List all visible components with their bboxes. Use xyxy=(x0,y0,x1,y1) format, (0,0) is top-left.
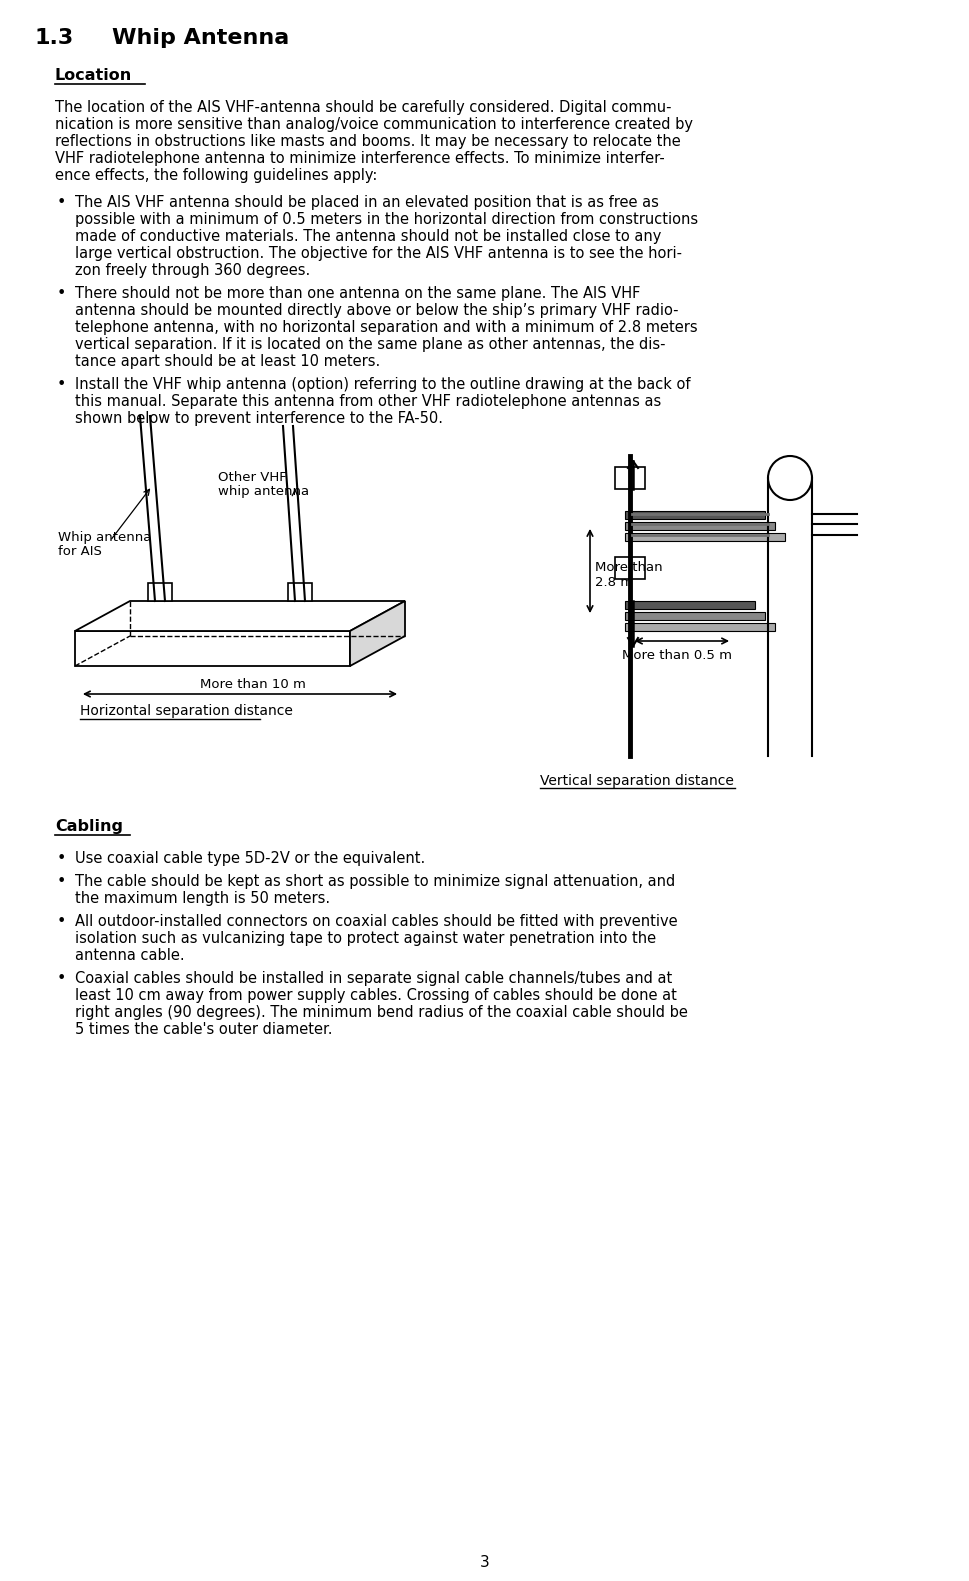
Text: More than 10 m: More than 10 m xyxy=(200,678,305,691)
Polygon shape xyxy=(75,631,350,666)
Text: The AIS VHF antenna should be placed in an elevated position that is as free as: The AIS VHF antenna should be placed in … xyxy=(75,194,658,210)
Text: 3: 3 xyxy=(480,1556,489,1570)
Text: vertical separation. If it is located on the same plane as other antennas, the d: vertical separation. If it is located on… xyxy=(75,337,665,353)
Polygon shape xyxy=(288,583,312,601)
Text: Other VHF: Other VHF xyxy=(218,471,287,484)
Text: More than
2.8 m: More than 2.8 m xyxy=(594,561,662,590)
Text: isolation such as vulcanizing tape to protect against water penetration into the: isolation such as vulcanizing tape to pr… xyxy=(75,931,655,945)
Text: Cabling: Cabling xyxy=(55,819,123,835)
Bar xyxy=(614,557,644,579)
Bar xyxy=(624,612,765,620)
Text: the maximum length is 50 meters.: the maximum length is 50 meters. xyxy=(75,892,329,906)
Text: Coaxial cables should be installed in separate signal cable channels/tubes and a: Coaxial cables should be installed in se… xyxy=(75,971,672,987)
Text: shown below to prevent interference to the FA-50.: shown below to prevent interference to t… xyxy=(75,411,443,425)
Text: antenna cable.: antenna cable. xyxy=(75,949,184,963)
Text: The location of the AIS VHF-antenna should be carefully considered. Digital comm: The location of the AIS VHF-antenna shou… xyxy=(55,100,671,115)
Text: Whip antenna: Whip antenna xyxy=(58,531,151,544)
Text: •: • xyxy=(57,914,66,930)
Text: tance apart should be at least 10 meters.: tance apart should be at least 10 meters… xyxy=(75,354,380,368)
Text: Use coaxial cable type 5D-2V or the equivalent.: Use coaxial cable type 5D-2V or the equi… xyxy=(75,851,424,866)
Text: There should not be more than one antenna on the same plane. The AIS VHF: There should not be more than one antenn… xyxy=(75,286,640,300)
Text: VHF radiotelephone antenna to minimize interference effects. To minimize interfe: VHF radiotelephone antenna to minimize i… xyxy=(55,152,664,166)
Text: All outdoor-installed connectors on coaxial cables should be fitted with prevent: All outdoor-installed connectors on coax… xyxy=(75,914,677,930)
Bar xyxy=(624,511,765,519)
Bar xyxy=(614,466,644,489)
Text: •: • xyxy=(57,194,66,210)
Text: •: • xyxy=(57,851,66,866)
Text: Install the VHF whip antenna (option) referring to the outline drawing at the ba: Install the VHF whip antenna (option) re… xyxy=(75,376,690,392)
Text: nication is more sensitive than analog/voice communication to interference creat: nication is more sensitive than analog/v… xyxy=(55,117,692,131)
Text: telephone antenna, with no horizontal separation and with a minimum of 2.8 meter: telephone antenna, with no horizontal se… xyxy=(75,319,697,335)
Polygon shape xyxy=(75,601,405,631)
Text: •: • xyxy=(57,376,66,392)
Text: possible with a minimum of 0.5 meters in the horizontal direction from construct: possible with a minimum of 0.5 meters in… xyxy=(75,212,698,228)
Text: large vertical obstruction. The objective for the AIS VHF antenna is to see the : large vertical obstruction. The objectiv… xyxy=(75,247,681,261)
Text: Vertical separation distance: Vertical separation distance xyxy=(540,775,734,787)
Text: made of conductive materials. The antenna should not be installed close to any: made of conductive materials. The antenn… xyxy=(75,229,661,243)
Text: 5 times the cable's outer diameter.: 5 times the cable's outer diameter. xyxy=(75,1021,332,1037)
Text: right angles (90 degrees). The minimum bend radius of the coaxial cable should b: right angles (90 degrees). The minimum b… xyxy=(75,1006,687,1020)
Bar xyxy=(624,601,754,609)
Text: this manual. Separate this antenna from other VHF radiotelephone antennas as: this manual. Separate this antenna from … xyxy=(75,394,661,409)
Text: ence effects, the following guidelines apply:: ence effects, the following guidelines a… xyxy=(55,168,377,183)
Text: 1.3: 1.3 xyxy=(35,28,75,47)
Text: •: • xyxy=(57,971,66,987)
Text: for AIS: for AIS xyxy=(58,545,102,558)
Text: least 10 cm away from power supply cables. Crossing of cables should be done at: least 10 cm away from power supply cable… xyxy=(75,988,676,1002)
Bar xyxy=(624,623,774,631)
Text: Horizontal separation distance: Horizontal separation distance xyxy=(79,704,293,718)
Bar xyxy=(624,533,784,541)
Text: The cable should be kept as short as possible to minimize signal attenuation, an: The cable should be kept as short as pos… xyxy=(75,874,674,889)
Polygon shape xyxy=(350,601,405,666)
Text: reflections in obstructions like masts and booms. It may be necessary to relocat: reflections in obstructions like masts a… xyxy=(55,134,680,149)
Text: antenna should be mounted directly above or below the ship’s primary VHF radio-: antenna should be mounted directly above… xyxy=(75,304,677,318)
Text: •: • xyxy=(57,874,66,889)
Text: Location: Location xyxy=(55,68,132,82)
Bar xyxy=(624,522,774,530)
Text: •: • xyxy=(57,286,66,300)
Text: zon freely through 360 degrees.: zon freely through 360 degrees. xyxy=(75,262,310,278)
Text: Whip Antenna: Whip Antenna xyxy=(111,28,289,47)
Text: More than 0.5 m: More than 0.5 m xyxy=(621,648,732,662)
Polygon shape xyxy=(148,583,172,601)
Text: whip antenna: whip antenna xyxy=(218,485,309,498)
